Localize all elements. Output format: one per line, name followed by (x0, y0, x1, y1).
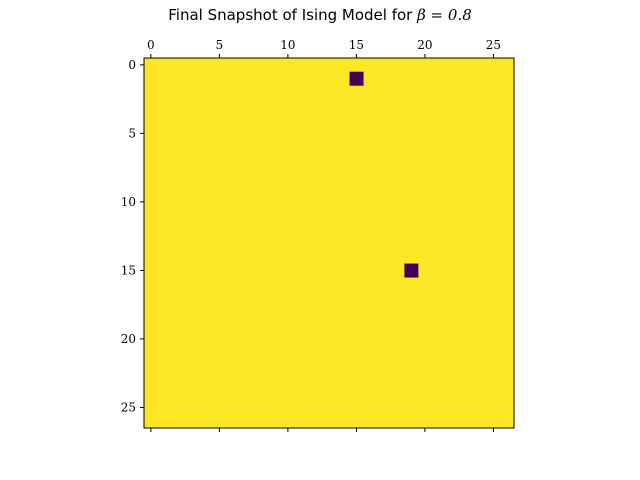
chart-title-text: Final Snapshot of Ising Model for (168, 6, 417, 24)
y-tick-label-0: 0 (128, 58, 136, 72)
chart-title-math: β = 0.8 (416, 6, 472, 24)
plot-frame (143, 57, 515, 429)
y-tick-label-5: 5 (128, 126, 136, 140)
x-tick-label-5: 5 (216, 38, 224, 52)
x-tick-label-0: 0 (147, 38, 155, 52)
x-tick-label-15: 15 (349, 38, 364, 52)
chart-title: Final Snapshot of Ising Model for β = 0.… (168, 6, 472, 24)
heatmap-cell-flipped-1 (349, 71, 364, 86)
y-tick-label-25: 25 (121, 400, 136, 414)
y-tick-label-15: 15 (121, 263, 136, 277)
x-tick-label-10: 10 (280, 38, 295, 52)
x-tick-label-20: 20 (417, 38, 432, 52)
y-tick-label-20: 20 (121, 332, 136, 346)
heatmap-cell-flipped-2 (404, 263, 419, 278)
heatmap-background-cells (144, 58, 514, 428)
plot-area: 0 5 10 15 20 25 0 5 10 15 20 25 (121, 38, 515, 432)
x-tick-label-25: 25 (486, 38, 501, 52)
y-tick-label-10: 10 (121, 195, 136, 209)
